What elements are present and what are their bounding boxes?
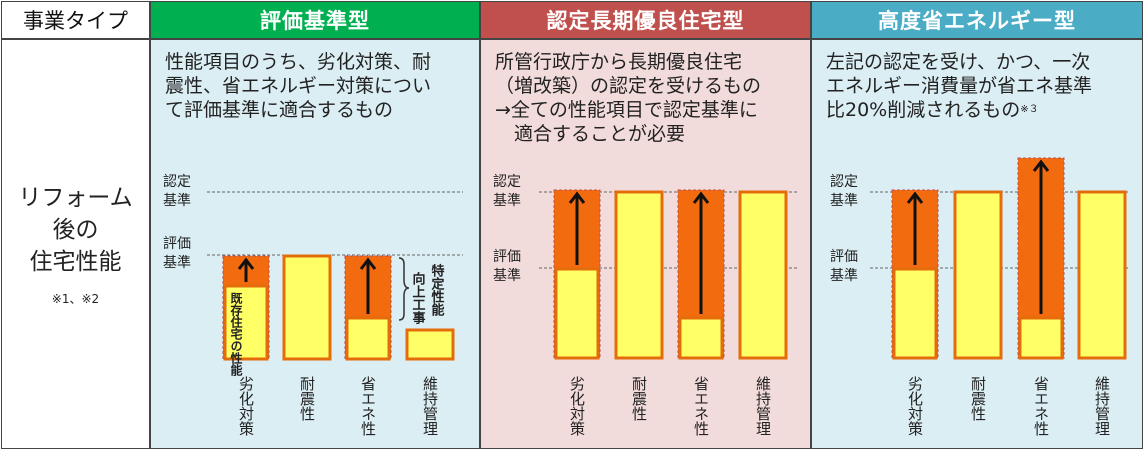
- y-label-nintei-2: 基準: [830, 192, 858, 209]
- panel3-desc-line2: エネルギー消費量が省エネ基準: [826, 75, 1093, 97]
- row-label-line2: 後の: [52, 216, 99, 243]
- row-label-notes: ※1、※2: [51, 291, 100, 306]
- arrow-shoene-head: [692, 191, 710, 204]
- y-label-hyoka-2: 基準: [830, 267, 858, 284]
- y-label-nintei-2: 基準: [163, 192, 191, 209]
- y-label-nintei-1: 認定: [830, 174, 858, 190]
- side-note-tokutei: 特定性能: [429, 263, 446, 317]
- bar-rekka-existing: [554, 267, 600, 360]
- bar-rekka-existing: [223, 284, 269, 361]
- row-label-line3: 住宅性能: [29, 248, 122, 275]
- panel3-desc-note: ※３: [1020, 104, 1039, 115]
- brace: [398, 257, 410, 321]
- panel3-desc-line1: 左記の認定を受け、かつ、一次: [826, 51, 1091, 73]
- arrow-rekka-head: [906, 191, 924, 204]
- row-label: リフォーム 後の 住宅性能 ※1、※2: [1, 39, 150, 449]
- bar-shoene-existing: [1018, 316, 1064, 360]
- panel2-description: 所管行政庁から長期優良住宅 （増改築）の認定を受けるもの →全ての性能項目で認定…: [495, 50, 761, 146]
- header-koudo-shoene-gata: 高度省エネルギー型: [811, 1, 1143, 39]
- x-label-rekka: 劣化対策: [906, 376, 924, 436]
- panel-hyoka-kijun: 性能項目のうち、劣化対策、耐 震性、省エネルギー対策につい て評価基準に適合する…: [150, 39, 480, 449]
- x-label-iji: 維持管理: [421, 376, 439, 436]
- y-label-nintei-2: 基準: [493, 192, 521, 209]
- x-label-rekka: 劣化対策: [237, 376, 255, 436]
- x-label-taishin: 耐震性: [630, 376, 648, 421]
- panel2-desc-line2: （増改築）の認定を受けるもの: [495, 75, 762, 97]
- panel1-description: 性能項目のうち、劣化対策、耐 震性、省エネルギー対策につい て評価基準に適合する…: [165, 50, 431, 122]
- panel1-desc-line2: 震性、省エネルギー対策につい: [165, 75, 432, 97]
- panel2-desc-line4: 適合することが必要: [495, 123, 686, 145]
- x-label-iji: 維持管理: [1093, 376, 1111, 436]
- bar-iji-kanri: [405, 328, 455, 361]
- arrow-shoene-head: [359, 257, 377, 270]
- bar-taishin: [282, 254, 332, 361]
- arrow-rekka-head: [568, 191, 586, 204]
- bar-shoene-existing: [345, 316, 391, 361]
- bar-taishin: [953, 190, 1003, 360]
- panel3-desc-line3-wrap: 比20%削減されるもの※３: [826, 98, 1092, 122]
- panel1-chart: 認定 基準 評価 基準 向上工事 特定性能 既存住宅の性能 劣化対策 耐震性 省…: [163, 174, 463, 436]
- y-label-hyoka-1: 評価: [493, 249, 521, 265]
- bar-taishin: [614, 190, 664, 360]
- x-label-shoene: 省エネ性: [692, 376, 710, 436]
- panel-koudo-shoene: 左記の認定を受け、かつ、一次 エネルギー消費量が省エネ基準 比20%削減されるも…: [811, 39, 1143, 449]
- panel-nintei-chouki: 所管行政庁から長期優良住宅 （増改築）の認定を受けるもの →全ての性能項目で認定…: [480, 39, 811, 449]
- panel3-desc-line3: 比20%削減されるもの: [826, 99, 1021, 121]
- x-label-iji: 維持管理: [754, 376, 772, 436]
- row-label-line1: リフォーム: [18, 184, 133, 211]
- header-type-label: 事業タイプ: [1, 1, 150, 39]
- arrow-shoene-head: [1032, 159, 1050, 172]
- x-label-shoene: 省エネ性: [359, 376, 377, 436]
- header-hyoka-kijun-gata: 評価基準型: [150, 1, 480, 39]
- panel2-desc-line1: 所管行政庁から長期優良住宅: [495, 51, 743, 73]
- x-label-taishin: 耐震性: [969, 376, 987, 421]
- panel2-chart: 認定 基準 評価 基準 劣化対策 耐震性 省エネ性 維持管理: [493, 174, 797, 436]
- bar-iji-kanri: [738, 190, 788, 360]
- y-label-hyoka-2: 基準: [493, 267, 521, 284]
- x-label-shoene: 省エネ性: [1032, 376, 1050, 436]
- bar-iji-kanri: [1077, 190, 1127, 360]
- bar-note-kizon: 既存住宅の性能: [229, 292, 243, 377]
- panel1-desc-line1: 性能項目のうち、劣化対策、耐: [165, 51, 432, 73]
- arrow-rekka-head: [237, 257, 255, 270]
- panel3-description: 左記の認定を受け、かつ、一次 エネルギー消費量が省エネ基準 比20%削減されるも…: [826, 50, 1092, 122]
- bar-shoene-existing: [678, 316, 724, 360]
- panel2-desc-line3: →全ての性能項目で認定基準に: [495, 99, 758, 121]
- header-nintei-chouki-gata: 認定長期優良住宅型: [480, 1, 811, 39]
- bar-rekka-existing: [892, 267, 938, 360]
- x-label-rekka: 劣化対策: [568, 376, 586, 436]
- y-label-hyoka-1: 評価: [163, 236, 191, 252]
- y-label-nintei-1: 認定: [163, 174, 191, 190]
- x-label-taishin: 耐震性: [298, 376, 316, 421]
- panel3-chart: 認定 基準 評価 基準 劣化対策 耐震性 省エネ性 維持管理: [830, 157, 1130, 436]
- y-label-hyoka-1: 評価: [830, 249, 858, 265]
- side-note-kojo: 向上工事: [410, 271, 426, 325]
- y-label-hyoka-2: 基準: [163, 254, 191, 271]
- y-label-nintei-1: 認定: [493, 174, 521, 190]
- panel1-desc-line3: て評価基準に適合するもの: [165, 99, 394, 121]
